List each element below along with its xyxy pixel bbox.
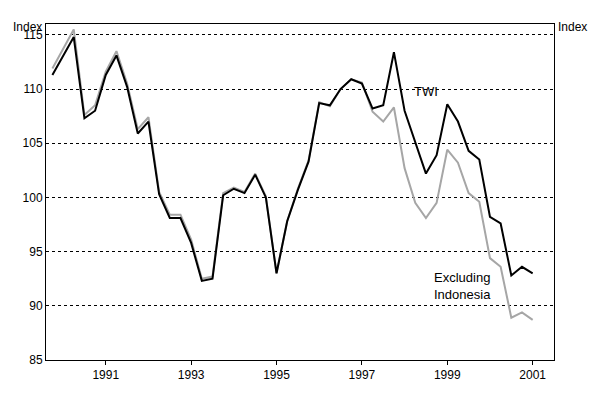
svg-text:100: 100	[23, 191, 43, 205]
svg-text:85: 85	[29, 353, 43, 367]
svg-text:115: 115	[23, 28, 42, 42]
svg-text:1997: 1997	[349, 368, 376, 382]
svg-text:90: 90	[29, 299, 43, 313]
svg-text:95: 95	[29, 245, 43, 259]
svg-text:1999: 1999	[434, 368, 461, 382]
svg-text:1991: 1991	[92, 368, 119, 382]
svg-text:1995: 1995	[263, 368, 290, 382]
svg-text:Index: Index	[13, 20, 42, 34]
svg-text:Index: Index	[558, 20, 587, 34]
svg-text:2001: 2001	[519, 368, 546, 382]
svg-text:110: 110	[23, 82, 42, 96]
svg-text:ExcludingIndonesia: ExcludingIndonesia	[434, 270, 491, 302]
svg-text:TWI: TWI	[414, 84, 438, 99]
svg-text:1993: 1993	[178, 368, 205, 382]
svg-text:105: 105	[23, 136, 43, 150]
